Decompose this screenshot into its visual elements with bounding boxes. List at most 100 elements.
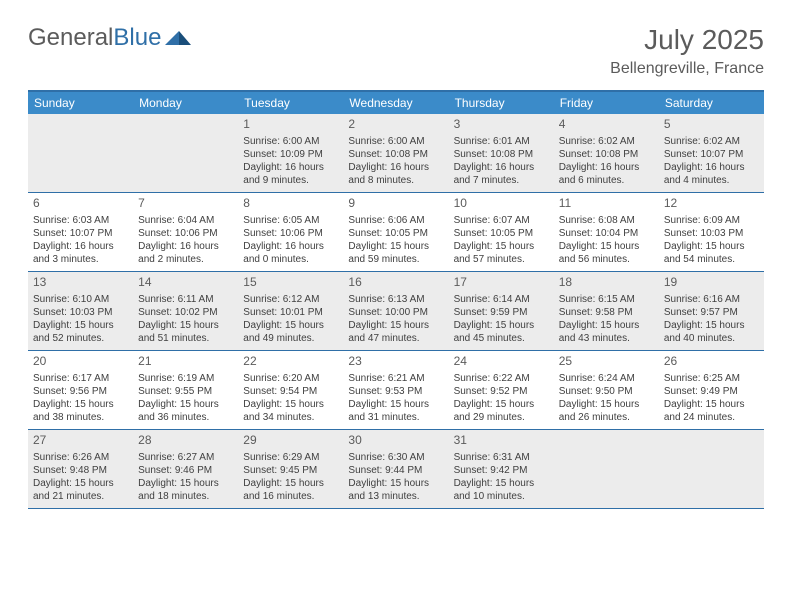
day-cell: [554, 430, 659, 508]
daylight-text: Daylight: 15 hours and 57 minutes.: [454, 240, 549, 266]
daylight-text: Daylight: 15 hours and 29 minutes.: [454, 398, 549, 424]
day-cell: 15Sunrise: 6:12 AMSunset: 10:01 PMDaylig…: [238, 272, 343, 350]
sunrise-text: Sunrise: 6:14 AM: [454, 293, 549, 306]
day-number: 29: [243, 433, 338, 449]
day-cell: 4Sunrise: 6:02 AMSunset: 10:08 PMDayligh…: [554, 114, 659, 192]
day-cell: 27Sunrise: 6:26 AMSunset: 9:48 PMDayligh…: [28, 430, 133, 508]
sunset-text: Sunset: 9:56 PM: [33, 385, 128, 398]
sunset-text: Sunset: 10:05 PM: [348, 227, 443, 240]
sunrise-text: Sunrise: 6:25 AM: [664, 372, 759, 385]
sunrise-text: Sunrise: 6:07 AM: [454, 214, 549, 227]
sunset-text: Sunset: 9:50 PM: [559, 385, 654, 398]
daylight-text: Daylight: 15 hours and 13 minutes.: [348, 477, 443, 503]
day-cell: 3Sunrise: 6:01 AMSunset: 10:08 PMDayligh…: [449, 114, 554, 192]
dow-cell: Wednesday: [343, 92, 448, 114]
sunrise-text: Sunrise: 6:21 AM: [348, 372, 443, 385]
sunset-text: Sunset: 10:08 PM: [454, 148, 549, 161]
day-number: 23: [348, 354, 443, 370]
day-number: 19: [664, 275, 759, 291]
day-cell: 10 Sunrise: 6:07 AMSunset: 10:05 PMDaylig…: [449, 193, 554, 271]
daylight-text: Daylight: 15 hours and 59 minutes.: [348, 240, 443, 266]
day-number: 27: [33, 433, 128, 449]
sunrise-text: Sunrise: 6:13 AM: [348, 293, 443, 306]
weeks-container: 1Sunrise: 6:00 AMSunset: 10:09 PMDayligh…: [28, 114, 764, 509]
daylight-text: Daylight: 15 hours and 18 minutes.: [138, 477, 233, 503]
day-number: 26: [664, 354, 759, 370]
sunset-text: Sunset: 9:44 PM: [348, 464, 443, 477]
sunset-text: Sunset: 9:57 PM: [664, 306, 759, 319]
sunrise-text: Sunrise: 6:03 AM: [33, 214, 128, 227]
header: GeneralBlue July 2025 Bellengreville, Fr…: [28, 24, 764, 78]
day-cell: 23Sunrise: 6:21 AMSunset: 9:53 PMDayligh…: [343, 351, 448, 429]
day-cell: [133, 114, 238, 192]
day-cell: 5Sunrise: 6:02 AMSunset: 10:07 PMDayligh…: [659, 114, 764, 192]
sunset-text: Sunset: 10:05 PM: [454, 227, 549, 240]
day-cell: 1Sunrise: 6:00 AMSunset: 10:09 PMDayligh…: [238, 114, 343, 192]
daylight-text: Daylight: 15 hours and 34 minutes.: [243, 398, 338, 424]
logo-mark-icon: [165, 24, 191, 52]
sunrise-text: Sunrise: 6:29 AM: [243, 451, 338, 464]
day-cell: 29Sunrise: 6:29 AMSunset: 9:45 PMDayligh…: [238, 430, 343, 508]
sunrise-text: Sunrise: 6:09 AM: [664, 214, 759, 227]
daylight-text: Daylight: 16 hours and 4 minutes.: [664, 161, 759, 187]
sunrise-text: Sunrise: 6:15 AM: [559, 293, 654, 306]
daylight-text: Daylight: 16 hours and 8 minutes.: [348, 161, 443, 187]
day-cell: 24Sunrise: 6:22 AMSunset: 9:52 PMDayligh…: [449, 351, 554, 429]
daylight-text: Daylight: 16 hours and 3 minutes.: [33, 240, 128, 266]
dow-cell: Thursday: [449, 92, 554, 114]
daylight-text: Daylight: 16 hours and 7 minutes.: [454, 161, 549, 187]
day-cell: 6Sunrise: 6:03 AMSunset: 10:07 PMDayligh…: [28, 193, 133, 271]
day-number: 30: [348, 433, 443, 449]
sunrise-text: Sunrise: 6:31 AM: [454, 451, 549, 464]
dow-cell: Friday: [554, 92, 659, 114]
day-number: 2: [348, 117, 443, 133]
sunset-text: Sunset: 9:54 PM: [243, 385, 338, 398]
day-number: 20: [33, 354, 128, 370]
day-number: 31: [454, 433, 549, 449]
sunset-text: Sunset: 10:01 PM: [243, 306, 338, 319]
sunrise-text: Sunrise: 6:22 AM: [454, 372, 549, 385]
day-number: 17: [454, 275, 549, 291]
day-number: 16: [348, 275, 443, 291]
sunset-text: Sunset: 9:58 PM: [559, 306, 654, 319]
week-row: 13Sunrise: 6:10 AMSunset: 10:03 PMDaylig…: [28, 272, 764, 351]
sunrise-text: Sunrise: 6:11 AM: [138, 293, 233, 306]
day-number: 11: [559, 196, 654, 212]
sunset-text: Sunset: 10:09 PM: [243, 148, 338, 161]
sunset-text: Sunset: 9:49 PM: [664, 385, 759, 398]
sunrise-text: Sunrise: 6:30 AM: [348, 451, 443, 464]
day-number: 15: [243, 275, 338, 291]
sunset-text: Sunset: 10:06 PM: [138, 227, 233, 240]
daylight-text: Daylight: 16 hours and 6 minutes.: [559, 161, 654, 187]
week-row: 1Sunrise: 6:00 AMSunset: 10:09 PMDayligh…: [28, 114, 764, 193]
day-cell: 22Sunrise: 6:20 AMSunset: 9:54 PMDayligh…: [238, 351, 343, 429]
daylight-text: Daylight: 15 hours and 31 minutes.: [348, 398, 443, 424]
title-block: July 2025 Bellengreville, France: [610, 24, 764, 78]
daylight-text: Daylight: 15 hours and 40 minutes.: [664, 319, 759, 345]
day-cell: 16Sunrise: 6:13 AMSunset: 10:00 PMDaylig…: [343, 272, 448, 350]
day-number: 24: [454, 354, 549, 370]
day-number: 22: [243, 354, 338, 370]
daylight-text: Daylight: 15 hours and 49 minutes.: [243, 319, 338, 345]
sunrise-text: Sunrise: 6:01 AM: [454, 135, 549, 148]
day-number: 25: [559, 354, 654, 370]
day-cell: 21Sunrise: 6:19 AMSunset: 9:55 PMDayligh…: [133, 351, 238, 429]
sunrise-text: Sunrise: 6:26 AM: [33, 451, 128, 464]
location: Bellengreville, France: [610, 60, 764, 78]
sunrise-text: Sunrise: 6:05 AM: [243, 214, 338, 227]
day-number: 10: [454, 196, 549, 212]
day-number: 14: [138, 275, 233, 291]
daylight-text: Daylight: 15 hours and 36 minutes.: [138, 398, 233, 424]
daylight-text: Daylight: 16 hours and 9 minutes.: [243, 161, 338, 187]
sunset-text: Sunset: 10:04 PM: [559, 227, 654, 240]
sunset-text: Sunset: 10:03 PM: [33, 306, 128, 319]
sunset-text: Sunset: 10:02 PM: [138, 306, 233, 319]
sunrise-text: Sunrise: 6:06 AM: [348, 214, 443, 227]
day-cell: [28, 114, 133, 192]
day-cell: [659, 430, 764, 508]
sunset-text: Sunset: 9:55 PM: [138, 385, 233, 398]
day-cell: 12Sunrise: 6:09 AMSunset: 10:03 PMDaylig…: [659, 193, 764, 271]
sunset-text: Sunset: 10:08 PM: [559, 148, 654, 161]
dow-row: SundayMondayTuesdayWednesdayThursdayFrid…: [28, 92, 764, 114]
day-cell: 11Sunrise: 6:08 AMSunset: 10:04 PMDaylig…: [554, 193, 659, 271]
